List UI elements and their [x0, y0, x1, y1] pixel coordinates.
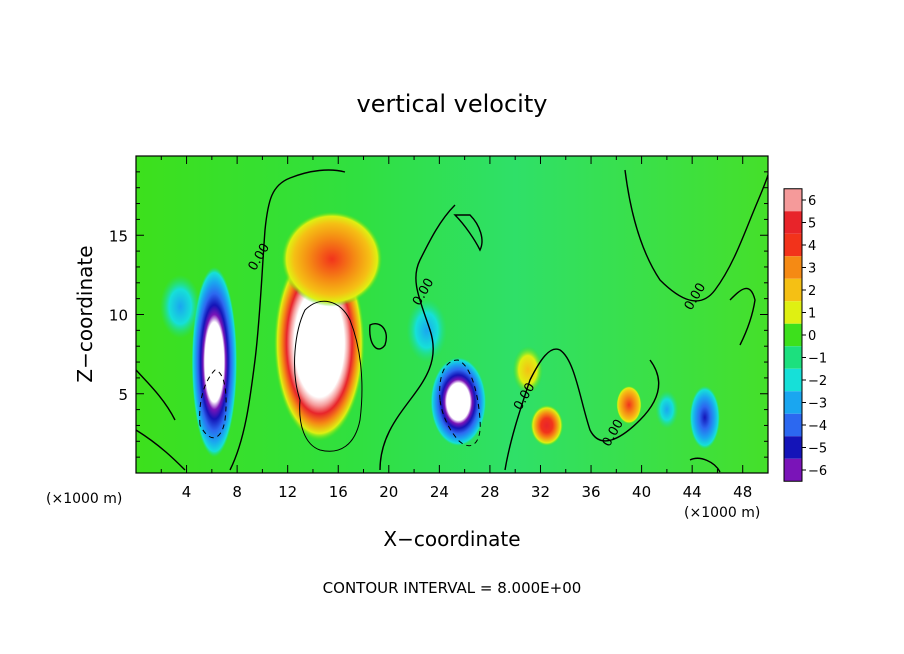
colorbar-swatch	[784, 346, 802, 369]
colorbar-swatch	[784, 368, 802, 392]
x-tick-label: 36	[581, 483, 600, 501]
chart-title: vertical velocity	[357, 90, 548, 118]
x-tick-label: 40	[632, 483, 651, 501]
colorbar-swatch	[784, 211, 802, 234]
x-tick-label: 12	[278, 483, 297, 501]
colorbar-label: 3	[808, 262, 816, 277]
zero-contour	[453, 214, 483, 252]
colorbar-label: −1	[808, 352, 827, 367]
x-tick-label: 48	[733, 483, 752, 501]
downdraft-region	[689, 385, 720, 450]
colorbar-label: 0	[808, 329, 816, 344]
x-tick-label: 16	[329, 483, 348, 501]
downdraft-region	[655, 390, 679, 429]
colorbar-swatch	[784, 188, 802, 212]
zero-contour	[379, 204, 456, 471]
colorbar-swatch	[784, 301, 802, 324]
colorbar-label: 4	[808, 239, 816, 254]
downdraft-region	[430, 357, 487, 447]
x-tick-label: 28	[480, 483, 499, 501]
downdraft-region	[406, 298, 447, 363]
contour-lines	[136, 169, 768, 473]
x-tick-label: 32	[531, 483, 550, 501]
zero-contour	[504, 348, 660, 471]
colorbar-swatch	[784, 391, 802, 414]
zero-contour	[369, 323, 387, 350]
x-tick-label: 4	[182, 483, 192, 501]
colorbar-label: 6	[808, 194, 816, 209]
zero-contour	[729, 287, 756, 346]
updraft-region	[616, 385, 642, 424]
colorbar-swatch	[784, 256, 802, 279]
colorbar-label: 1	[808, 307, 816, 322]
zero-contour	[624, 169, 768, 302]
x-tick-label: 8	[232, 483, 242, 501]
colorbar-label: −3	[808, 397, 827, 412]
y-axis-label: Z−coordinate	[73, 245, 97, 382]
x-tick-label: 24	[430, 483, 449, 501]
colorbar-swatch	[784, 233, 802, 257]
zero-contour	[136, 169, 346, 471]
colorbar-swatch	[784, 436, 802, 459]
colorbar-label: −6	[808, 464, 827, 479]
y-tick-label: 15	[109, 227, 128, 245]
contour-interval-note: CONTOUR INTERVAL = 8.000E+00	[323, 579, 582, 597]
downdraft-region	[160, 274, 201, 339]
x-unit-left: (×1000 m)	[46, 491, 122, 507]
updraft-region	[281, 211, 383, 307]
colorbar-swatch	[784, 413, 802, 437]
contour-minus-8	[439, 359, 481, 447]
colorbar-label: 5	[808, 217, 816, 232]
zero-contour	[136, 369, 176, 421]
updraft-region	[512, 346, 544, 394]
colorbar-swatch	[784, 323, 802, 347]
zero-contour	[689, 457, 721, 473]
y-tick-label: 10	[109, 307, 128, 325]
colorbar-swatch	[784, 458, 802, 482]
velocity-field	[160, 211, 720, 458]
contour-8	[294, 300, 363, 452]
colorbar-label: −4	[808, 419, 827, 434]
y-tick-label: 5	[118, 386, 128, 404]
x-axis-label: X−coordinate	[383, 527, 520, 551]
x-tick-label: 20	[379, 483, 398, 501]
colorbar: 6 5 4 3 2 1 0 −1 −2 −3 −4 −5 −6	[783, 188, 827, 482]
plot-area: 0.000.000.000.000.00	[136, 156, 768, 473]
updraft-region	[530, 404, 564, 447]
colorbar-label: 2	[808, 284, 816, 299]
x-unit-right: (×1000 m)	[684, 505, 760, 521]
colorbar-label: −2	[808, 374, 827, 389]
colorbar-swatch	[784, 278, 802, 302]
colorbar-label: −5	[808, 442, 827, 457]
x-tick-label: 44	[683, 483, 702, 501]
